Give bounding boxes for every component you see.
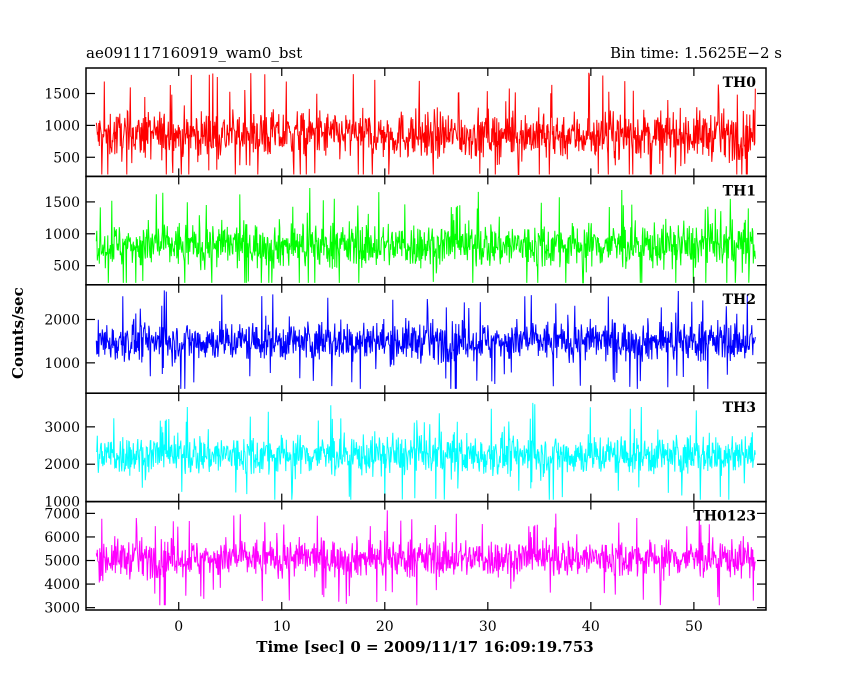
bin-time-label: Bin time: 1.5625E−2 s: [609, 44, 782, 62]
panel-label-th3: TH3: [723, 400, 756, 416]
x-tick-label: 50: [685, 619, 703, 635]
y-tick-label: 5000: [44, 554, 80, 570]
x-tick-label: 20: [376, 619, 394, 635]
y-tick-label: 3000: [44, 420, 80, 436]
y-tick-label: 1500: [44, 87, 80, 103]
x-tick-label: 30: [479, 619, 497, 635]
series-line-th0: [95, 72, 756, 175]
y-tick-label: 3000: [44, 601, 80, 617]
y-tick-label: 500: [53, 259, 80, 275]
x-tick-label: 10: [273, 619, 291, 635]
y-tick-label: 7000: [44, 506, 80, 522]
panel-label-th2: TH2: [723, 292, 756, 308]
panel-label-th1: TH1: [723, 183, 756, 199]
x-tick-label: 40: [582, 619, 600, 635]
series-line-th1: [95, 187, 756, 284]
y-tick-label: 1000: [44, 227, 80, 243]
y-tick-label: 1000: [44, 356, 80, 372]
panel-label-th0: TH0: [723, 75, 757, 91]
y-tick-label: 6000: [44, 530, 80, 546]
y-tick-label: 2000: [44, 312, 80, 328]
y-axis-label: Counts/sec: [9, 287, 27, 379]
y-tick-label: 1500: [44, 195, 80, 211]
y-tick-label: 500: [53, 150, 80, 166]
y-tick-label: 2000: [44, 457, 80, 473]
series-line-th3: [95, 402, 756, 500]
panel-label-th0123: TH0123: [693, 509, 756, 525]
y-tick-label: 1000: [44, 118, 80, 134]
x-axis-label: Time [sec] 0 = 2009/11/17 16:09:19.753: [256, 638, 594, 656]
chart-title: ae091117160919_wam0_bst: [86, 44, 303, 62]
panel-frame-th0123: [85, 500, 767, 611]
series-line-th0123: [95, 510, 756, 606]
y-tick-label: 4000: [44, 577, 80, 593]
series-line-th2: [95, 290, 756, 389]
x-tick-label: 0: [174, 619, 183, 635]
y-tick-label: 1000: [44, 495, 80, 511]
